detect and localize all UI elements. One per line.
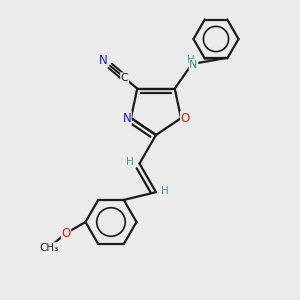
Text: H: H	[161, 186, 169, 196]
Text: O: O	[61, 227, 70, 240]
Text: CH₃: CH₃	[39, 243, 58, 253]
Text: H: H	[126, 157, 134, 167]
Text: C: C	[121, 73, 128, 83]
Text: N: N	[189, 60, 198, 70]
Text: N: N	[99, 53, 108, 67]
Text: N: N	[122, 112, 131, 124]
Text: H: H	[187, 56, 194, 65]
Text: O: O	[181, 112, 190, 124]
